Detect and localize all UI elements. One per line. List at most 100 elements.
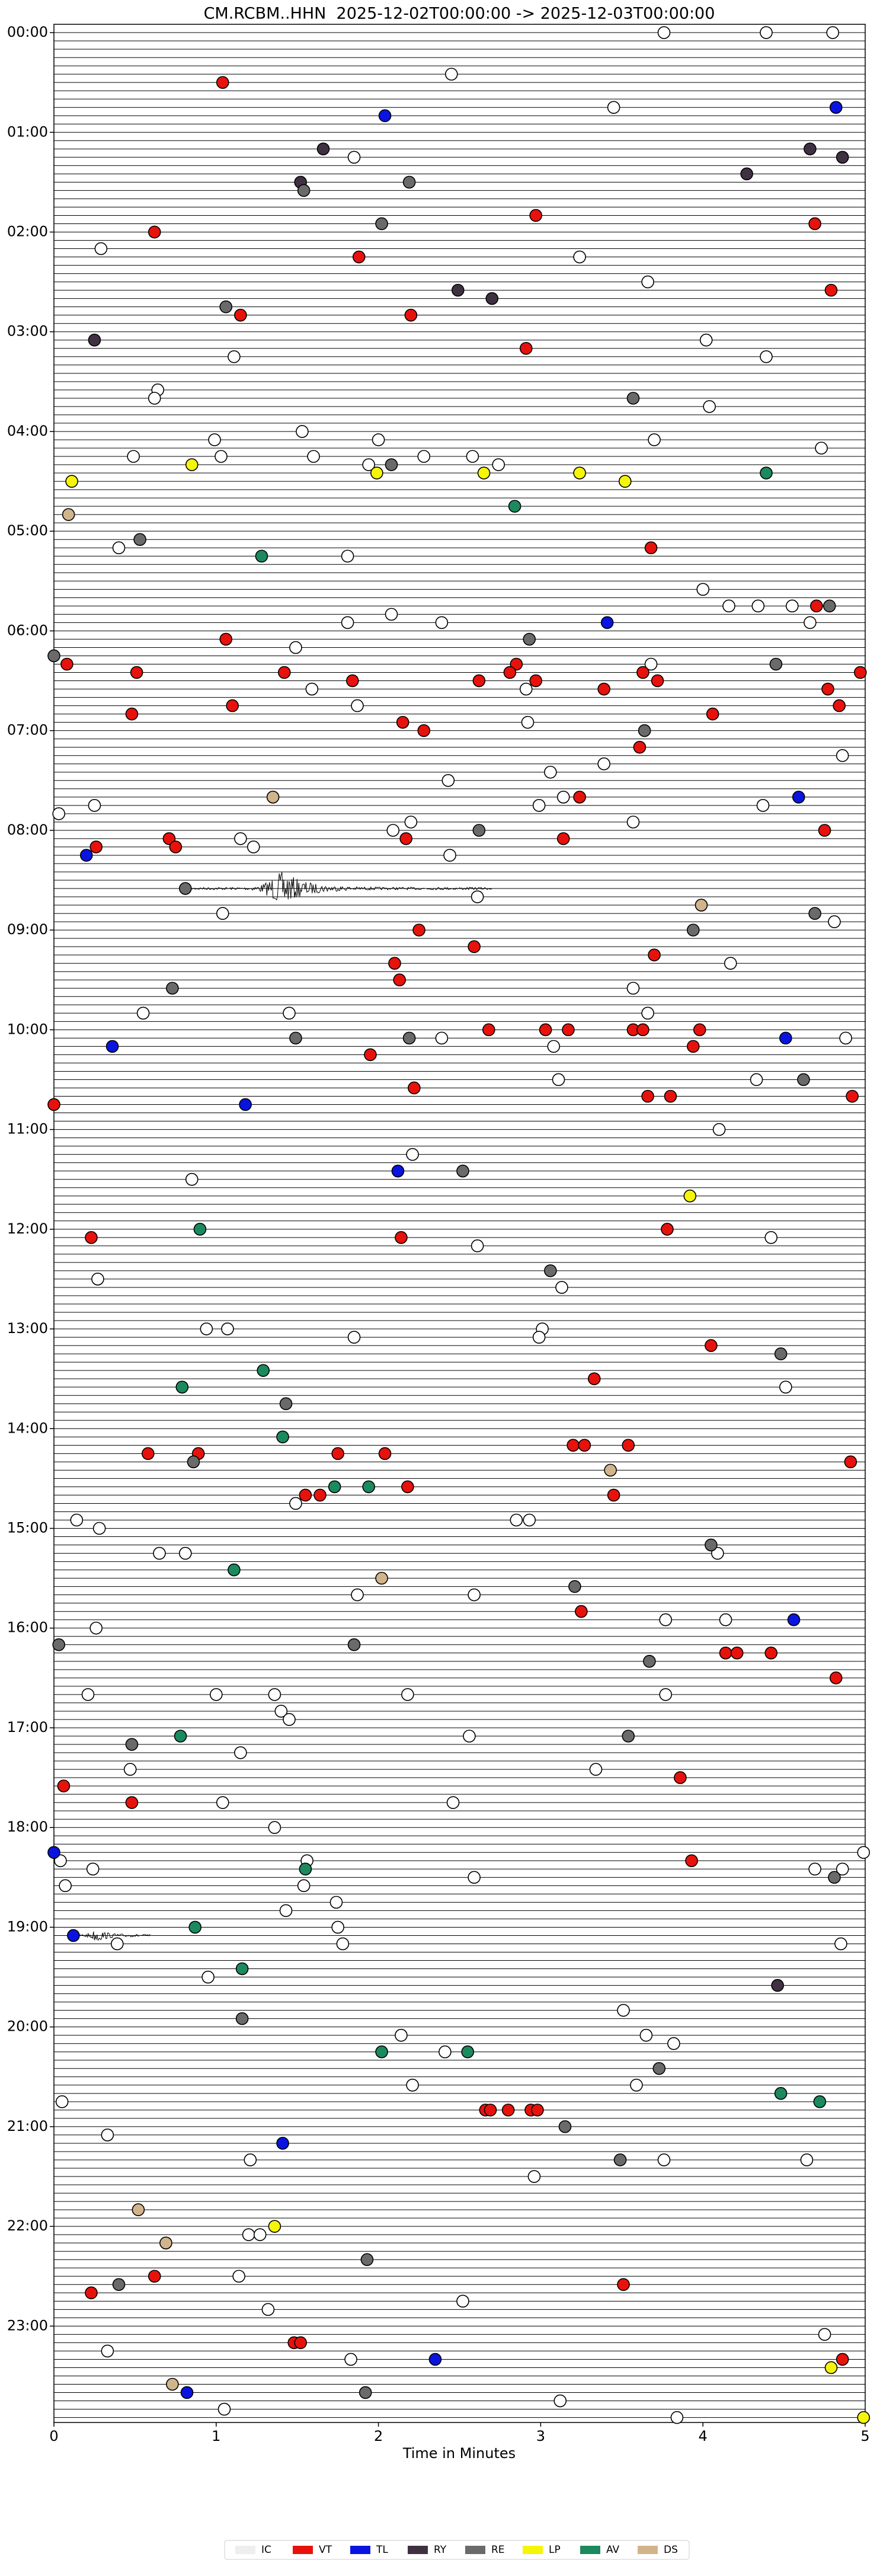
event-marker <box>209 1688 223 1701</box>
event-marker <box>234 1746 247 1759</box>
event-marker <box>60 657 73 671</box>
event-marker <box>70 1513 84 1527</box>
event-marker <box>824 2361 838 2374</box>
event-marker <box>808 217 821 231</box>
y-tick-label: 20:00 <box>7 2018 48 2035</box>
legend-label: RE <box>491 2544 505 2556</box>
event-marker <box>607 1488 620 1502</box>
event-marker <box>133 533 146 546</box>
event-marker <box>331 1920 344 1934</box>
event-marker <box>818 824 831 837</box>
event-marker <box>661 1223 674 1236</box>
event-marker <box>804 142 817 156</box>
event-marker <box>370 466 383 480</box>
event-marker <box>375 2045 388 2059</box>
event-marker <box>94 242 108 255</box>
event-marker <box>395 2028 408 2042</box>
event-marker <box>125 1796 139 1809</box>
event-marker <box>797 1073 810 1086</box>
event-marker <box>844 1455 857 1469</box>
event-marker <box>699 333 713 347</box>
event-marker <box>472 824 486 837</box>
event-marker <box>644 541 658 555</box>
event-marker <box>79 849 93 862</box>
event-marker <box>706 707 719 721</box>
event-marker <box>829 101 843 114</box>
legend-swatch <box>293 2546 313 2554</box>
event-marker <box>853 666 867 679</box>
event-marker <box>815 442 828 455</box>
event-marker <box>247 840 260 854</box>
event-marker <box>771 1979 784 1992</box>
x-tick-label: 4 <box>699 2428 708 2444</box>
event-marker <box>785 599 799 613</box>
x-tick-label: 5 <box>860 2428 869 2444</box>
event-marker <box>818 2328 831 2341</box>
event-marker <box>296 425 309 438</box>
event-marker <box>395 1231 408 1244</box>
event-marker <box>750 1073 763 1086</box>
y-tick-label: 06:00 <box>7 622 48 638</box>
event-marker <box>523 1513 536 1527</box>
event-marker <box>674 1771 687 1784</box>
event-marker <box>477 466 491 480</box>
event-marker <box>412 923 425 937</box>
event-marker <box>641 275 654 289</box>
event-marker <box>774 1347 788 1360</box>
event-marker <box>331 1447 344 1460</box>
event-marker <box>401 1480 414 1494</box>
event-marker <box>613 2153 627 2166</box>
event-marker <box>808 1862 821 1876</box>
event-marker <box>375 217 388 231</box>
event-marker <box>385 608 398 621</box>
event-marker <box>659 1613 673 1626</box>
x-axis-label: Time in Minutes <box>402 2445 516 2462</box>
event-marker <box>388 957 401 970</box>
y-tick-label: 19:00 <box>7 1918 48 1935</box>
event-marker <box>386 824 400 837</box>
event-marker <box>57 1779 71 1792</box>
event-marker <box>132 2203 145 2216</box>
event-marker <box>532 1331 546 1344</box>
y-tick-label: 10:00 <box>7 1021 48 1037</box>
event-marker <box>484 2104 497 2117</box>
event-marker <box>836 749 849 762</box>
event-marker <box>351 699 364 712</box>
event-marker <box>406 2079 419 2092</box>
event-marker <box>443 849 456 862</box>
event-marker <box>268 2220 281 2233</box>
event-marker <box>626 982 640 995</box>
event-marker <box>268 1821 281 1834</box>
event-marker <box>276 2137 289 2150</box>
event-marker <box>89 1621 103 1635</box>
event-marker <box>101 2344 114 2358</box>
event-marker <box>461 2045 474 2059</box>
event-marker <box>112 541 126 555</box>
event-marker <box>607 101 620 114</box>
event-marker <box>552 1073 565 1086</box>
event-marker <box>652 2062 666 2075</box>
event-marker <box>279 1397 293 1411</box>
event-marker <box>686 1040 700 1053</box>
event-marker <box>307 450 320 463</box>
event-marker <box>159 2236 172 2249</box>
y-tick-label: 09:00 <box>7 921 48 938</box>
event-marker <box>402 175 416 189</box>
event-marker <box>643 1655 656 1668</box>
event-marker <box>471 890 484 903</box>
event-marker <box>85 1231 98 1244</box>
event-marker <box>276 1430 289 1444</box>
event-marker <box>705 1339 718 1352</box>
waveform <box>76 1931 151 1941</box>
event-marker <box>328 1480 341 1494</box>
event-marker <box>544 1264 557 1277</box>
event-marker <box>558 2120 572 2133</box>
event-marker <box>573 791 586 804</box>
event-marker <box>359 2386 372 2399</box>
event-marker <box>531 2104 544 2117</box>
event-marker <box>297 1879 311 1893</box>
event-marker <box>351 1588 364 1602</box>
event-marker <box>685 1854 698 1868</box>
event-marker <box>112 2278 126 2291</box>
legend-swatch <box>523 2546 543 2554</box>
